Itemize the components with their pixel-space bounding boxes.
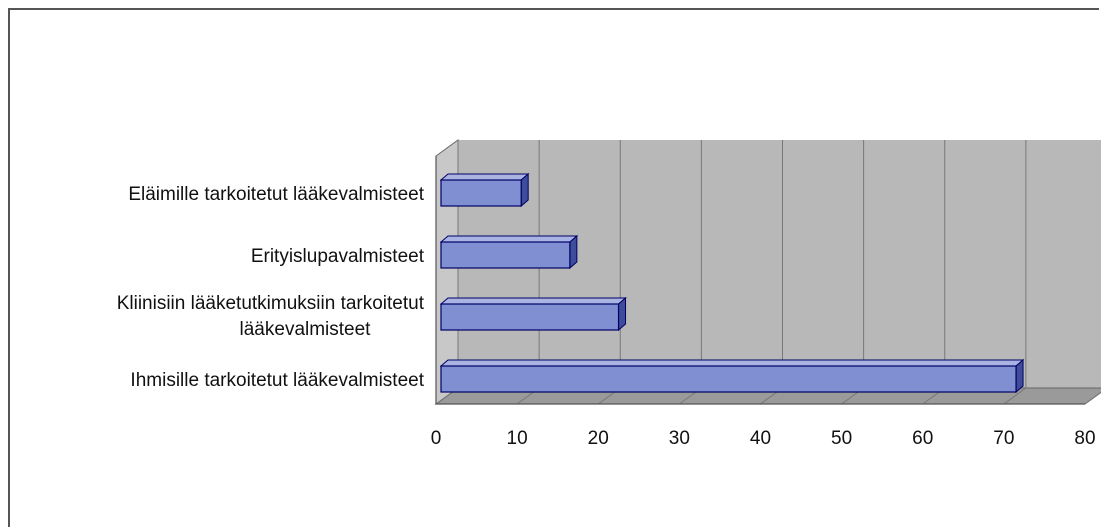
y-category-label: Eläimille tarkoitetut lääkevalmisteet bbox=[128, 184, 424, 205]
bar bbox=[439, 234, 579, 270]
y-category-label-line: Ihmisille tarkoitetut lääkevalmisteet bbox=[130, 370, 424, 391]
bar-top-face bbox=[439, 235, 579, 243]
x-tick-label: 70 bbox=[993, 428, 1014, 449]
bar bbox=[439, 172, 530, 208]
y-category-label: Erityislupavalmisteet bbox=[251, 246, 425, 267]
bar bbox=[439, 358, 1025, 394]
x-tick-label: 60 bbox=[912, 428, 933, 449]
y-category-label-line: Erityislupavalmisteet bbox=[251, 246, 425, 267]
bar-top-face bbox=[439, 359, 1025, 367]
x-tick-label: 0 bbox=[431, 428, 442, 449]
floor-gridline-70 bbox=[1003, 387, 1027, 405]
y-category-label: Ihmisille tarkoitetut lääkevalmisteet bbox=[130, 370, 424, 391]
x-tick-label: 50 bbox=[831, 428, 852, 449]
floor-gridline-80 bbox=[1084, 391, 1101, 405]
bar-top-face bbox=[439, 297, 627, 305]
bar-front-face bbox=[440, 303, 620, 331]
bar-side-face bbox=[520, 172, 529, 208]
chart-bars bbox=[439, 172, 1025, 394]
bar-front-face bbox=[440, 179, 522, 207]
y-category-label-line: Eläimille tarkoitetut lääkevalmisteet bbox=[128, 184, 424, 205]
y-axis-category-labels: Eläimille tarkoitetut lääkevalmisteet Eri… bbox=[117, 184, 425, 391]
x-tick-label: 10 bbox=[507, 428, 528, 449]
bar-front-face bbox=[440, 241, 571, 269]
x-axis-ticks: 0 10 20 30 40 50 60 70 80 bbox=[431, 428, 1096, 449]
back-wall bbox=[436, 140, 1101, 404]
x-tick-label: 30 bbox=[669, 428, 690, 449]
x-tick-label: 40 bbox=[750, 428, 771, 449]
bar bbox=[439, 296, 627, 332]
bar-front-face bbox=[440, 365, 1017, 393]
x-tick-label: 80 bbox=[1074, 428, 1095, 449]
bar-side-face bbox=[569, 234, 578, 270]
bar-side-face bbox=[1015, 358, 1024, 394]
bar-side-face bbox=[618, 296, 627, 332]
y-category-label-line: Kliinisiin lääketutkimuksiin tarkoitetut bbox=[117, 293, 425, 314]
y-category-label: Kliinisiin lääketutkimuksiin tarkoitetut… bbox=[117, 293, 425, 340]
bar-top-face bbox=[439, 173, 530, 181]
y-category-label-line: lääkevalmisteet bbox=[240, 319, 372, 340]
x-tick-label: 20 bbox=[588, 428, 609, 449]
